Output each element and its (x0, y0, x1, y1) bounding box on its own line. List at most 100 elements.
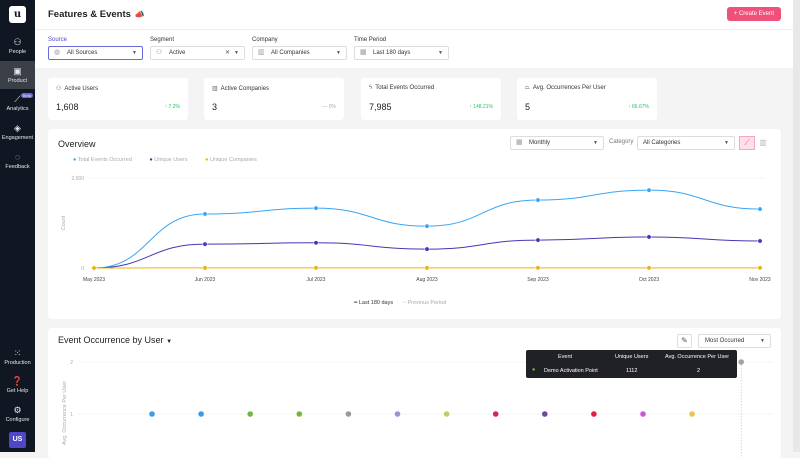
x-tick-label: May 2023 (83, 277, 105, 283)
tooltip-dot: ● (532, 367, 535, 373)
company-label: Company (252, 37, 347, 43)
tooltip-header: Event (558, 354, 572, 360)
create-event-button[interactable]: + Create Event (727, 7, 781, 21)
building-icon: ▥ (212, 86, 218, 92)
data-point (493, 411, 499, 417)
y-tick-label: 2,000 (71, 176, 84, 182)
segment-select[interactable]: ⚇Active✕▼ (150, 46, 245, 60)
kpi-value: 3 (212, 102, 217, 112)
tooltip-header: Unique Users (615, 354, 648, 360)
data-point (425, 224, 429, 228)
y-tick-label: 1 (70, 412, 73, 418)
nav-label: Feedback (5, 164, 29, 170)
sidebar-item-product[interactable]: ▣Product (0, 61, 35, 89)
product-icon: ▣ (0, 66, 35, 77)
previous-period-legend[interactable]: ┄ Previous Period (403, 300, 447, 306)
kpi-delta: ↑ 148.21% (469, 104, 493, 110)
data-point (297, 411, 303, 417)
y-tick-label: 2 (70, 360, 73, 366)
data-point (314, 206, 318, 210)
kpi-delta-value: 0% (329, 104, 336, 110)
current-period-label: Last 180 days (359, 300, 393, 306)
overview-card: Overview ▦Monthly▼ Category All Categori… (48, 129, 781, 319)
kpi-label-text: Total Events Occurred (375, 85, 434, 91)
y-tick-label: 0 (81, 266, 84, 272)
occurrence-chart: 2 1 Avg. Occurrence Per User (48, 328, 781, 458)
nav-label: Analytics (6, 106, 28, 112)
clear-icon[interactable]: ✕ (225, 47, 230, 59)
grid-icon: ⁙ (0, 348, 35, 359)
kpi-label: ⏢Avg. Occurrences Per User (525, 85, 606, 92)
header: Features & Events 📣 + Create Event (35, 0, 793, 30)
lightning-icon: ϟ (369, 85, 372, 91)
chevron-down-icon: ▼ (132, 47, 137, 59)
data-point (314, 241, 318, 245)
occurrence-card: Event Occurrence by User ▼ ✎ Most Occurr… (48, 328, 781, 458)
help-icon: ❓ (0, 376, 35, 387)
sidebar-item-get-help[interactable]: ❓Get Help (0, 376, 35, 394)
x-tick-label: Sep 2023 (527, 277, 549, 283)
kpi-active-companies: ▥Active Companies 3 — 0% (204, 78, 344, 120)
data-point (425, 247, 429, 251)
current-period-legend[interactable]: ━ Last 180 days (354, 300, 393, 306)
x-tick-label: Aug 2023 (416, 277, 438, 283)
data-point (591, 411, 597, 417)
y-axis-label: Count (61, 215, 67, 230)
sidebar-item-analytics[interactable]: Beta⟋Analytics (0, 94, 35, 112)
kpi-delta: ↑ 66.67% (628, 104, 649, 110)
data-point (149, 411, 155, 417)
data-point (203, 266, 207, 270)
sidebar-item-configure[interactable]: ⚙Configure (0, 405, 35, 423)
nav-label: Production (4, 360, 30, 366)
data-point (444, 411, 450, 417)
source-select[interactable]: ◍All Sources▼ (48, 46, 143, 60)
page-title: Features & Events 📣 (48, 9, 145, 20)
data-point (314, 266, 318, 270)
nav-label: People (9, 49, 26, 55)
data-point (640, 411, 646, 417)
page-title-text: Features & Events (48, 9, 131, 20)
data-point (425, 266, 429, 270)
filter-bar: Source ◍All Sources▼ Segment ⚇Active✕▼ C… (35, 30, 793, 68)
company-select[interactable]: ▥All Companies▼ (252, 46, 347, 60)
source-label: Source (48, 37, 143, 43)
sidebar-item-production[interactable]: ⁙Production (0, 348, 35, 366)
kpi-value: 7,985 (369, 102, 392, 112)
gear-icon: ⚙ (0, 405, 35, 416)
kpi-value: 1,608 (56, 102, 79, 112)
data-point (198, 411, 204, 417)
data-point (542, 411, 548, 417)
avatar[interactable]: US (9, 432, 26, 448)
x-tick-label: Jul 2023 (307, 277, 326, 283)
scrollbar[interactable] (793, 0, 800, 452)
kpi-label: ▥Active Companies (212, 85, 269, 92)
period-label: Time Period (354, 37, 449, 43)
megaphone-icon: 📣 (135, 10, 145, 19)
data-point (203, 212, 207, 216)
engagement-icon: ◈ (0, 123, 35, 134)
kpi-delta: — 0% (322, 104, 336, 110)
users-icon: ⚇ (56, 86, 61, 92)
data-point (758, 239, 762, 243)
sidebar-item-feedback[interactable]: ◌Feedback (0, 152, 35, 170)
sidebar-item-engagement[interactable]: ◈Engagement (0, 123, 35, 141)
period-select[interactable]: ▦Last 180 days▼ (354, 46, 449, 60)
chevron-down-icon: ▼ (336, 47, 341, 59)
chart-icon: ⏢ (525, 85, 530, 91)
kpi-label-text: Active Users (64, 86, 98, 92)
nav-label: Get Help (7, 388, 29, 394)
data-point (738, 359, 744, 365)
logo[interactable]: u (9, 6, 26, 23)
beta-badge: Beta (21, 93, 33, 98)
data-point (536, 266, 540, 270)
nav-label: Engagement (2, 135, 33, 141)
series-line (94, 190, 760, 268)
previous-period-label: Previous Period (407, 300, 446, 306)
create-event-label: Create Event (739, 11, 774, 17)
source-value: All Sources (67, 50, 97, 56)
tooltip-header: Avg. Occurrence Per User (665, 354, 729, 360)
chevron-down-icon: ▼ (234, 47, 239, 59)
sidebar-item-people[interactable]: ⚇People (0, 37, 35, 55)
segment-filter: Segment ⚇Active✕▼ (150, 37, 245, 60)
